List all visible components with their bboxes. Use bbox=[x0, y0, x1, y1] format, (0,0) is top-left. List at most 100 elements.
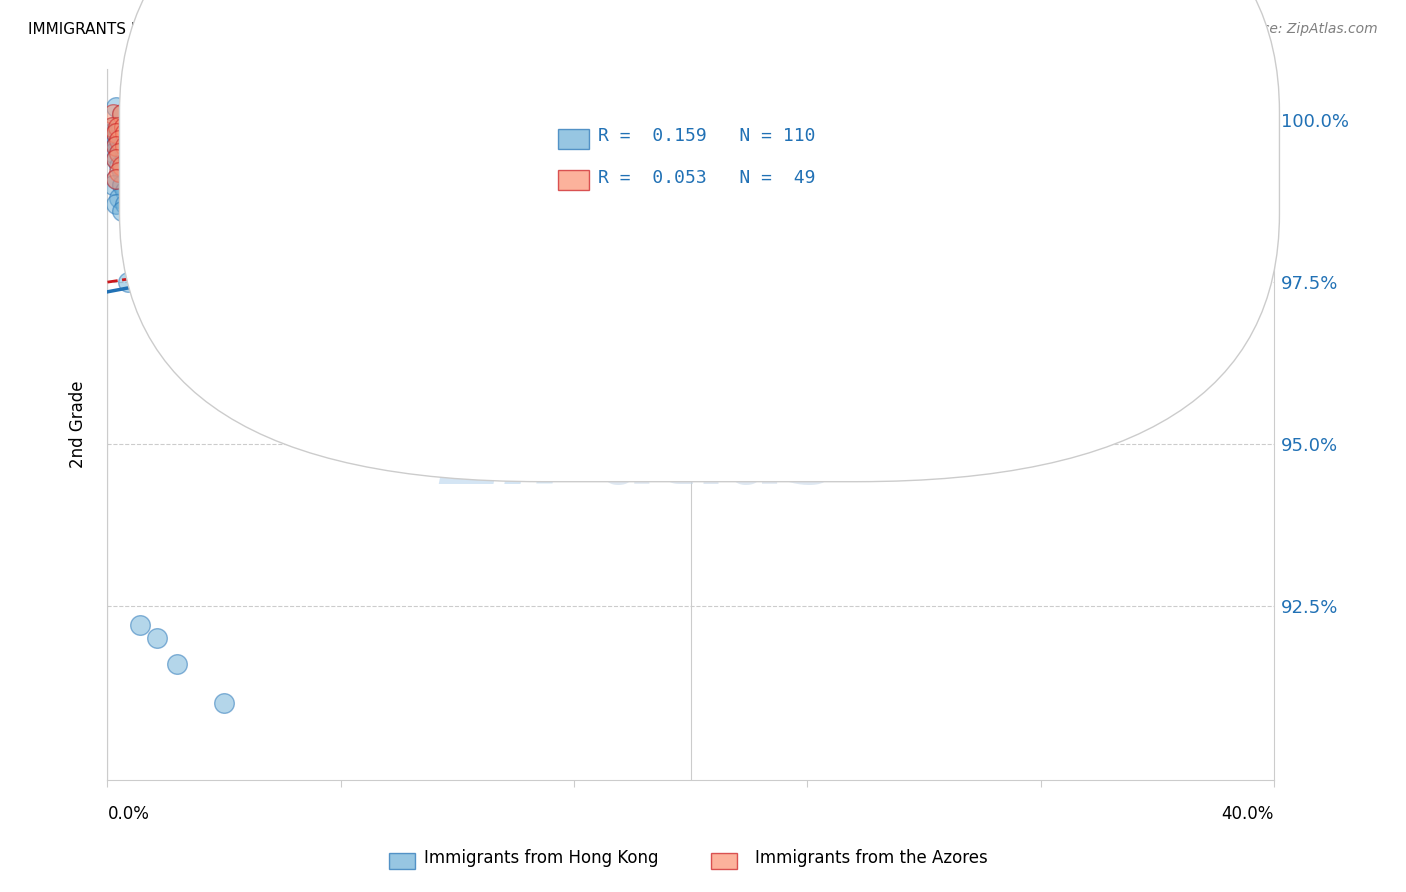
Point bbox=[149, 159, 172, 173]
Point bbox=[112, 120, 135, 134]
Point bbox=[111, 107, 134, 121]
Point bbox=[111, 139, 134, 153]
Point bbox=[111, 159, 134, 173]
Point bbox=[169, 139, 191, 153]
Point bbox=[198, 126, 221, 140]
Text: R =  0.159   N = 110: R = 0.159 N = 110 bbox=[598, 128, 815, 145]
Point bbox=[117, 171, 139, 186]
Point bbox=[122, 133, 145, 147]
Point bbox=[157, 159, 180, 173]
Point bbox=[134, 171, 156, 186]
Point bbox=[117, 139, 139, 153]
Point bbox=[136, 133, 159, 147]
Text: Source: ZipAtlas.com: Source: ZipAtlas.com bbox=[1230, 22, 1378, 37]
Text: R =  0.053   N =  49: R = 0.053 N = 49 bbox=[598, 169, 815, 186]
Point bbox=[114, 133, 136, 147]
Point bbox=[152, 185, 174, 199]
Point bbox=[149, 197, 172, 211]
Point bbox=[184, 152, 207, 166]
Point bbox=[190, 152, 212, 166]
Point bbox=[181, 197, 204, 211]
Point bbox=[141, 139, 163, 153]
Point bbox=[118, 120, 141, 134]
Point bbox=[122, 113, 145, 128]
Point bbox=[120, 107, 142, 121]
Point bbox=[114, 139, 136, 153]
Point bbox=[179, 145, 201, 160]
Point bbox=[114, 120, 136, 134]
Point bbox=[155, 145, 177, 160]
Text: IMMIGRANTS FROM HONG KONG VS IMMIGRANTS FROM THE AZORES 2ND GRADE CORRELATION CH: IMMIGRANTS FROM HONG KONG VS IMMIGRANTS … bbox=[28, 22, 823, 37]
Point bbox=[125, 133, 148, 147]
Point bbox=[131, 107, 153, 121]
Point bbox=[169, 133, 191, 147]
Point bbox=[122, 165, 145, 179]
Point bbox=[128, 133, 150, 147]
Point bbox=[134, 275, 156, 289]
Point bbox=[141, 275, 163, 289]
Point bbox=[125, 197, 148, 211]
Point bbox=[131, 145, 153, 160]
Point bbox=[108, 133, 131, 147]
Point bbox=[179, 145, 201, 160]
Point bbox=[117, 152, 139, 166]
Point bbox=[111, 133, 134, 147]
Point bbox=[128, 126, 150, 140]
Point bbox=[120, 171, 142, 186]
Point bbox=[160, 133, 183, 147]
Point bbox=[128, 152, 150, 166]
Text: Immigrants from the Azores: Immigrants from the Azores bbox=[755, 849, 988, 867]
Point bbox=[131, 133, 153, 147]
Text: Immigrants from Hong Kong: Immigrants from Hong Kong bbox=[425, 849, 658, 867]
Point bbox=[166, 152, 188, 166]
Point bbox=[105, 152, 128, 166]
Point bbox=[157, 171, 180, 186]
Point bbox=[117, 275, 139, 289]
Point bbox=[108, 191, 131, 205]
Point bbox=[103, 107, 125, 121]
Point bbox=[114, 197, 136, 211]
Point bbox=[124, 113, 146, 128]
Point bbox=[143, 133, 166, 147]
Point bbox=[125, 107, 148, 121]
Point bbox=[143, 152, 166, 166]
Point bbox=[103, 133, 125, 147]
Text: 2nd Grade: 2nd Grade bbox=[69, 381, 87, 468]
Point bbox=[155, 275, 177, 289]
Point bbox=[184, 126, 207, 140]
Point bbox=[136, 165, 159, 179]
Point bbox=[149, 126, 172, 140]
Point bbox=[134, 120, 156, 134]
Text: 0.0%: 0.0% bbox=[107, 805, 149, 823]
Point bbox=[131, 120, 153, 134]
Point bbox=[166, 657, 188, 671]
Point bbox=[155, 133, 177, 147]
Point bbox=[114, 152, 136, 166]
Point bbox=[212, 696, 235, 710]
Point bbox=[184, 165, 207, 179]
Point bbox=[124, 120, 146, 134]
Point bbox=[107, 126, 129, 140]
Point bbox=[125, 145, 148, 160]
Point bbox=[121, 120, 143, 134]
Point bbox=[105, 171, 128, 186]
Point bbox=[115, 120, 138, 134]
Text: ZIP: ZIP bbox=[440, 418, 598, 501]
Point bbox=[101, 120, 124, 134]
Point bbox=[152, 133, 174, 147]
Point bbox=[108, 165, 131, 179]
Point bbox=[100, 133, 122, 147]
Point bbox=[103, 145, 125, 160]
Point bbox=[131, 152, 153, 166]
Point bbox=[1059, 107, 1081, 121]
Point bbox=[104, 126, 127, 140]
Text: atlas: atlas bbox=[598, 418, 835, 501]
Point bbox=[108, 145, 131, 160]
Point bbox=[108, 159, 131, 173]
Point bbox=[146, 145, 169, 160]
Point bbox=[160, 139, 183, 153]
Point bbox=[125, 159, 148, 173]
Point bbox=[111, 178, 134, 192]
Point bbox=[122, 126, 145, 140]
Point bbox=[117, 133, 139, 147]
